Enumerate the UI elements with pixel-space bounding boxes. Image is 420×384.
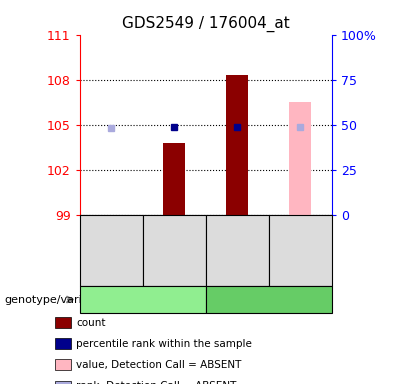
Text: GSM151746: GSM151746 bbox=[295, 219, 305, 282]
Bar bbox=[163, 143, 185, 215]
Text: value, Detection Call = ABSENT: value, Detection Call = ABSENT bbox=[76, 360, 242, 370]
Text: percentile rank within the sample: percentile rank within the sample bbox=[76, 339, 252, 349]
Text: rank, Detection Call = ABSENT: rank, Detection Call = ABSENT bbox=[76, 381, 237, 384]
Text: wild type: wild type bbox=[117, 295, 168, 305]
Bar bbox=[289, 102, 311, 215]
Text: daf-19 mutant: daf-19 mutant bbox=[229, 295, 309, 305]
Text: GSM151745: GSM151745 bbox=[232, 219, 242, 282]
Title: GDS2549 / 176004_at: GDS2549 / 176004_at bbox=[122, 16, 290, 32]
Text: count: count bbox=[76, 318, 106, 328]
Text: genotype/variation: genotype/variation bbox=[4, 295, 110, 305]
Bar bbox=[226, 75, 248, 215]
Text: GSM151748: GSM151748 bbox=[169, 219, 179, 282]
Text: GSM151747: GSM151747 bbox=[106, 219, 116, 282]
